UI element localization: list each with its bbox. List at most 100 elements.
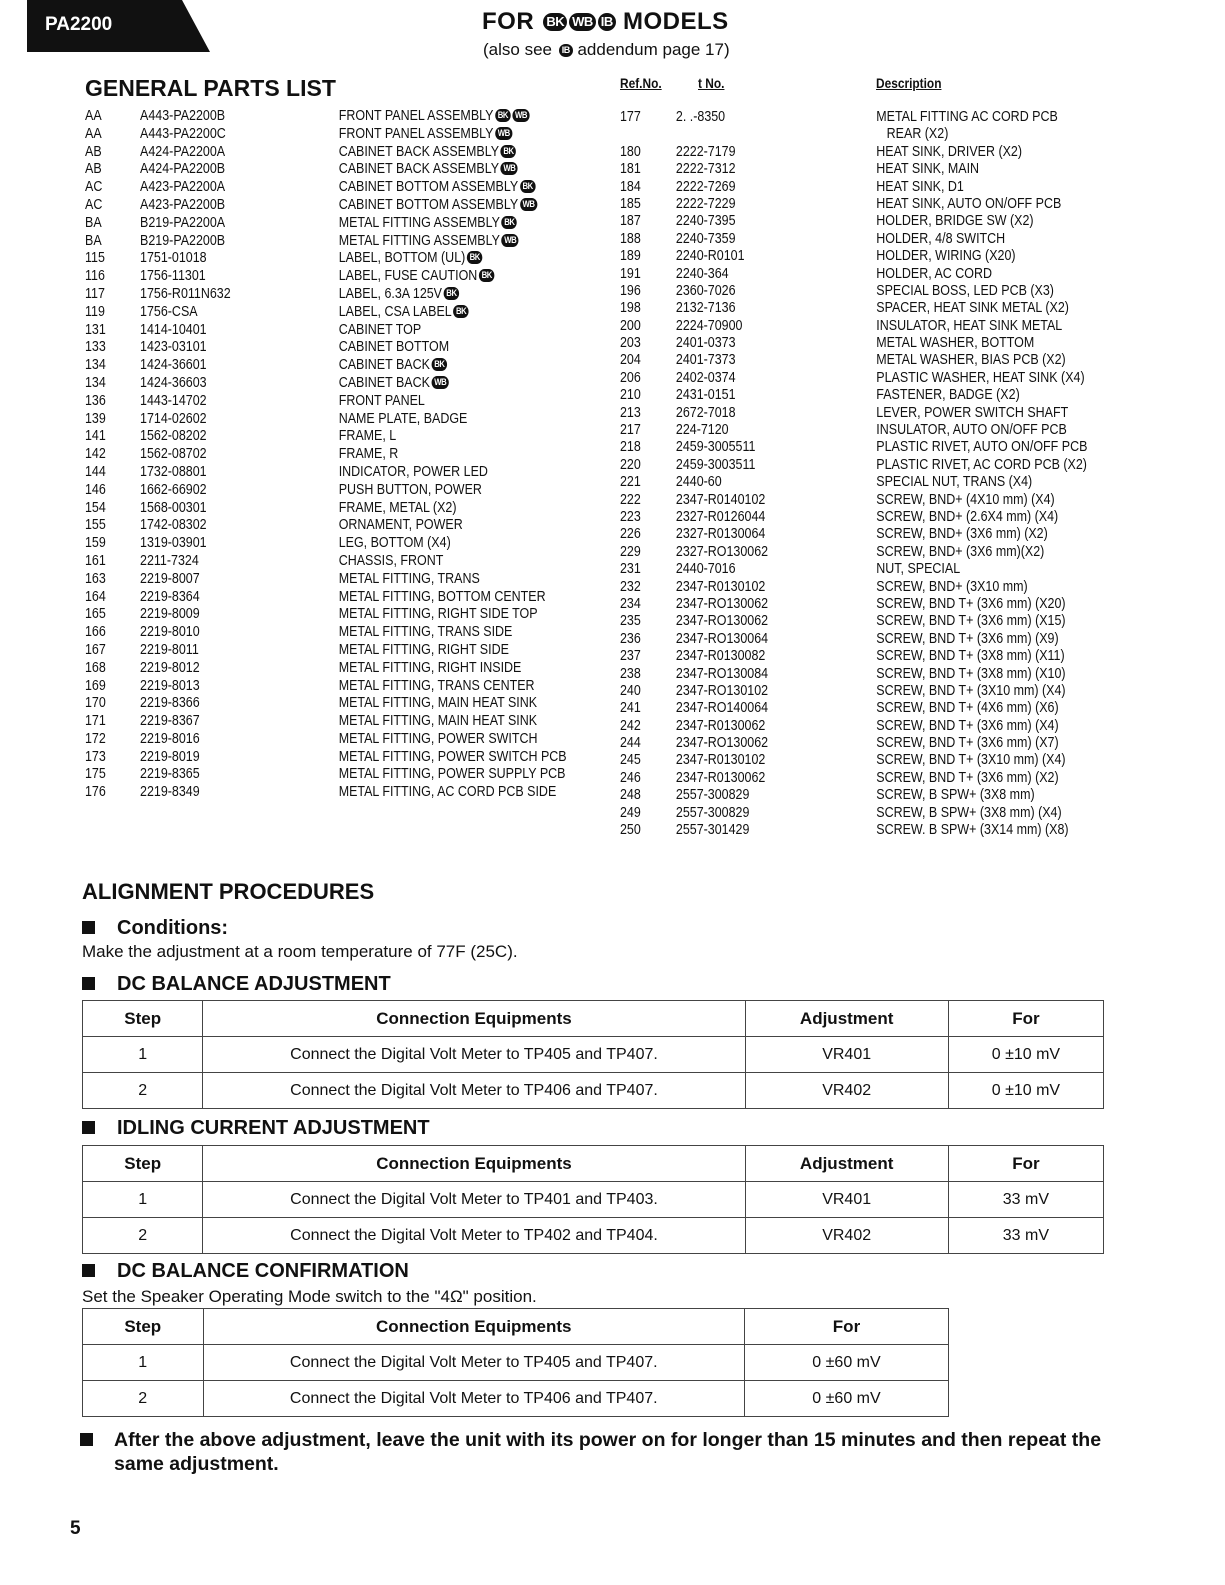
description-text: METAL FITTING, POWER SUPPLY PCB — [338, 766, 566, 783]
table-cell: 33 mV — [947, 1217, 1105, 1254]
part-no: 2557-300829 — [675, 787, 750, 804]
description-text: CABINET BOTTOM ASSEMBLY — [338, 179, 519, 196]
description-text: METAL FITTING ASSEMBLY — [338, 214, 500, 231]
description: SCREW, BND+ (4X10 mm) (X4) — [876, 491, 1055, 508]
table-cell: 33 mV — [947, 1181, 1105, 1218]
column-header: Connection Equipments — [202, 1308, 745, 1345]
part-no: 2402-0374 — [675, 369, 736, 386]
part-no: 2347-R0130102 — [675, 752, 766, 769]
part-no: 2401-7373 — [675, 352, 736, 369]
ref-no: BA — [85, 214, 102, 231]
description-text: METAL FITTING, POWER SWITCH PCB — [338, 748, 567, 765]
table-cell: VR402 — [744, 1217, 949, 1254]
col-desc: Description — [876, 75, 942, 91]
description: SCREW, BND T+ (3X10 mm) (X4) — [876, 682, 1066, 699]
table-cell: Connect the Digital Volt Meter to TP402 … — [202, 1217, 746, 1254]
ref-no: 133 — [85, 339, 106, 356]
description: METAL FITTING, TRANS CENTER — [339, 678, 535, 694]
description: REAR (X2) — [876, 126, 949, 143]
description: LABEL, 6.3A 125V BK — [339, 286, 460, 302]
part-no: 1562-08702 — [140, 446, 207, 463]
part-no: 2440-7016 — [675, 561, 736, 578]
part-no: 2240-364 — [675, 265, 729, 282]
ref-no: 141 — [85, 428, 106, 445]
ref-no: 220 — [620, 456, 641, 473]
ref-no: AB — [85, 161, 102, 178]
ref-no: 116 — [85, 268, 105, 285]
col-ref: Ref.No. — [620, 75, 662, 91]
ref-no: 223 — [620, 508, 641, 525]
table-cell: 1 — [81, 1036, 204, 1073]
ref-no: 236 — [620, 630, 641, 647]
final-note-text: After the above adjustment, leave the un… — [114, 1429, 1102, 1475]
description: LEVER, POWER SWITCH SHAFT — [876, 404, 1069, 421]
ref-no: 231 — [620, 561, 641, 578]
ref-no: 163 — [85, 570, 106, 587]
confirm-title: DC BALANCE CONFIRMATION — [117, 1260, 409, 1282]
description-text: CABINET BOTTOM ASSEMBLY — [338, 196, 519, 213]
description-text: FRAME, L — [338, 428, 397, 445]
ref-no: 238 — [620, 665, 641, 682]
description-text: FRONT PANEL ASSEMBLY — [338, 125, 494, 142]
dc-balance-table: Step Connection Equipments Adjustment For 1 C… — [81, 1000, 1105, 1109]
ref-no: 248 — [620, 787, 641, 804]
description: INSULATOR, HEAT SINK METAL — [876, 317, 1063, 334]
ref-no: 119 — [85, 303, 105, 320]
ref-no: 177 — [620, 109, 641, 125]
ref-no: 165 — [85, 606, 106, 623]
part-no: 2132-7136 — [675, 300, 736, 317]
description: SCREW, BND T+ (3X6 mm) (X9) — [876, 630, 1059, 647]
description-text: CABINET BACK — [338, 357, 430, 374]
description: SCREW, BND+ (3X6 mm) (X2) — [876, 526, 1048, 543]
part-no: A423-PA2200A — [140, 179, 226, 196]
ref-no: 210 — [620, 387, 641, 404]
dc-balance-heading: DC BALANCE ADJUSTMENT — [82, 973, 391, 996]
table-cell: 0 ±10 mV — [947, 1072, 1105, 1109]
description: METAL FITTING ASSEMBLY WB — [339, 233, 519, 249]
idling-heading: IDLING CURRENT ADJUSTMENT — [82, 1117, 430, 1140]
description-text: FRONT PANEL — [338, 392, 425, 409]
description: METAL FITTING, RIGHT SIDE TOP — [339, 606, 538, 622]
bullet-square — [82, 977, 95, 990]
ref-no: 196 — [620, 282, 641, 299]
description: FRAME, R — [339, 446, 399, 462]
model-badge: BK — [431, 358, 448, 372]
part-no: 2347-RO140064 — [675, 700, 769, 717]
part-no: 2219-8012 — [140, 659, 200, 676]
part-no: 2347-RO130102 — [675, 682, 769, 699]
ref-no: 115 — [85, 250, 105, 267]
ref-no: 235 — [620, 613, 641, 630]
ref-no: 154 — [85, 499, 106, 516]
part-no: 2240-7359 — [675, 230, 736, 247]
ref-no: 185 — [620, 195, 641, 212]
description: HOLDER, WIRING (X20) — [876, 248, 1016, 265]
description: SCREW, BND T+ (3X6 mm) (X4) — [876, 717, 1059, 734]
table-row: 2 Connect the Digital Volt Meter to TP402… — [81, 1217, 1105, 1254]
description: METAL FITTING, POWER SWITCH PCB — [339, 749, 567, 765]
description-text: LABEL, 6.3A 125V — [338, 285, 443, 302]
ref-no: 191 — [620, 265, 641, 282]
column-header: Connection Equipments — [202, 1145, 746, 1182]
subtitle-post: addendum page 17) — [577, 40, 730, 59]
part-no: 224-7120 — [675, 422, 729, 439]
model-badge: BK — [479, 269, 495, 283]
bullet-square — [82, 921, 95, 934]
column-header: Step — [82, 1308, 204, 1345]
description: PLASTIC WASHER, HEAT SINK (X4) — [876, 369, 1085, 386]
table-cell: VR401 — [744, 1036, 949, 1073]
description-text: ORNAMENT, POWER — [338, 517, 463, 534]
confirm-heading: DC BALANCE CONFIRMATION — [82, 1260, 409, 1283]
table-row: 2 Connect the Digital Volt Meter to TP406… — [81, 1072, 1105, 1109]
part-no: A443-PA2200C — [140, 125, 226, 142]
description: SCREW, B SPW+ (3X8 mm) (X4) — [876, 804, 1062, 821]
ref-no: 189 — [620, 248, 641, 265]
model-badge: WB — [500, 162, 518, 176]
description: CABINET BACK ASSEMBLY BK — [339, 144, 517, 160]
ref-no: 226 — [620, 526, 641, 543]
idling-title: IDLING CURRENT ADJUSTMENT — [117, 1117, 430, 1139]
part-no: 2401-0373 — [675, 335, 736, 352]
part-no: 2219-8364 — [140, 588, 200, 605]
table-cell: 0 ±60 mV — [743, 1344, 950, 1381]
part-no: 2222-7179 — [675, 143, 736, 160]
description: INDICATOR, POWER LED — [339, 464, 488, 480]
